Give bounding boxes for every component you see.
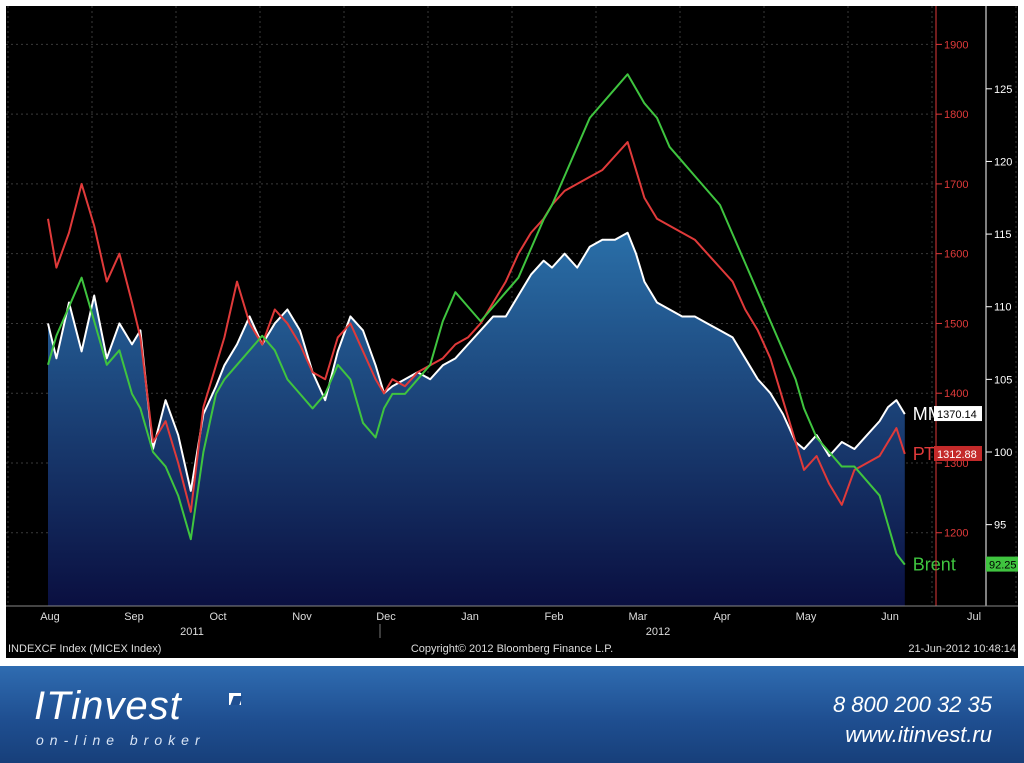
x-tick-label: Jun <box>881 611 899 623</box>
tagline: on-line broker <box>36 732 206 748</box>
logo-mark-icon <box>229 693 241 705</box>
right-axis-tick-label: 120 <box>994 156 1012 168</box>
left-axis-tick-label: 1200 <box>944 528 968 540</box>
right-axis-tick-label: 110 <box>994 302 1012 314</box>
right-axis-tick-label: 105 <box>994 374 1012 386</box>
last-value-badge <box>986 556 1018 572</box>
chart-panel: ММВБРТСBrent1200130014001500160017001800… <box>6 6 1018 658</box>
left-axis-tick-label: 1700 <box>944 179 968 191</box>
left-axis-tick-label: 1800 <box>944 109 968 121</box>
right-axis-tick-label: 125 <box>994 84 1012 96</box>
x-tick-label: Feb <box>545 611 564 623</box>
micex-area <box>48 232 905 606</box>
last-value-badge <box>934 445 982 461</box>
phone-number[interactable]: 8 800 200 32 35 <box>832 692 992 717</box>
logo-text: ITinvest <box>34 684 182 728</box>
chart-footer-left: INDEXCF Index (MICEX Index) <box>8 643 161 655</box>
series-line-0 <box>47 231 906 492</box>
year-label: 2011 <box>180 626 204 638</box>
x-tick-label: Jul <box>967 611 981 623</box>
last-value-text: 1370.14 <box>937 409 977 421</box>
x-tick-label: Nov <box>292 611 312 623</box>
series-line-2 <box>47 73 906 566</box>
last-value-text: 1312.88 <box>937 449 977 461</box>
x-tick-label: Oct <box>209 611 226 623</box>
left-axis-tick-label: 1600 <box>944 249 968 261</box>
x-tick-label: Mar <box>629 611 648 623</box>
brand-footer: ITinvest on-line broker 8 800 200 32 35 … <box>0 666 1024 763</box>
x-tick-label: May <box>796 611 817 623</box>
chart-footer-center: Copyright© 2012 Bloomberg Finance L.P. <box>411 643 613 655</box>
x-tick-label: Dec <box>376 611 396 623</box>
chart-footer-right: 21-Jun-2012 10:48:14 <box>908 643 1016 655</box>
series-line-1 <box>47 141 906 513</box>
x-tick-label: Jan <box>461 611 479 623</box>
right-axis-tick-label: 100 <box>994 447 1012 459</box>
year-label: 2012 <box>646 626 670 638</box>
left-axis-tick-label: 1900 <box>944 39 968 51</box>
right-axis-tick-label: 95 <box>994 520 1006 532</box>
left-axis-tick-label: 1500 <box>944 318 968 330</box>
series-label-2: Brent <box>913 555 956 575</box>
right-axis-tick-label: 115 <box>994 229 1012 241</box>
chart: ММВБРТСBrent1200130014001500160017001800… <box>6 6 1018 655</box>
last-value-badge <box>934 406 982 422</box>
x-tick-label: Apr <box>713 611 730 623</box>
website-link[interactable]: www.itinvest.ru <box>845 722 992 747</box>
last-value-text: 92.25 <box>989 560 1017 572</box>
left-axis-tick-label: 1400 <box>944 388 968 400</box>
x-tick-label: Sep <box>124 611 144 623</box>
x-tick-label: Aug <box>40 611 60 623</box>
